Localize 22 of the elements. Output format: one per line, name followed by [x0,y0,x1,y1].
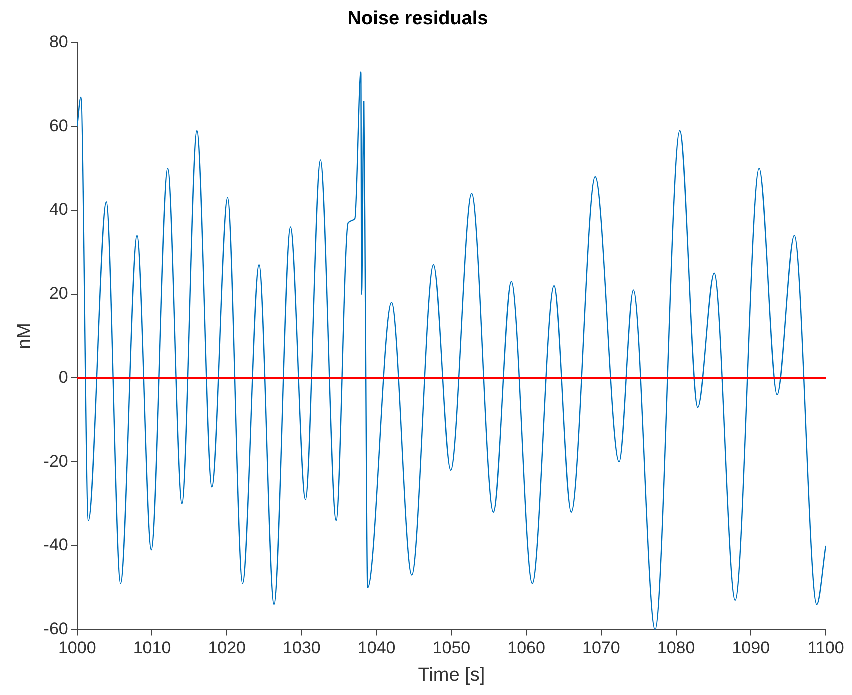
y-tick-label: 40 [49,200,68,220]
y-tick-label: -60 [44,619,68,638]
y-axis-title: nM [14,323,36,350]
y-tick-label: 80 [49,32,68,52]
y-tick-label: -20 [44,452,68,471]
y-tick-label: -40 [44,536,68,555]
x-tick-label: 1070 [582,638,620,658]
x-tick-label: 1080 [657,638,696,658]
x-tick-label: 1100 [808,638,844,658]
x-tick-label: 1060 [508,638,546,658]
chart-title: Noise residuals [348,8,488,30]
x-axis-title: Time [s] [418,664,486,686]
x-tick-label: 1040 [358,638,396,658]
x-tick-label: 1000 [58,638,96,658]
x-tick-label: 1020 [208,638,246,658]
y-tick-label: 20 [49,284,68,304]
x-tick-label: 1090 [732,638,770,658]
x-tick-label: 1030 [283,638,321,658]
x-tick-label: 1010 [133,638,172,658]
x-tick-label: 1050 [432,638,471,658]
y-tick-label: 60 [49,116,68,136]
y-tick-label: 0 [58,368,68,387]
